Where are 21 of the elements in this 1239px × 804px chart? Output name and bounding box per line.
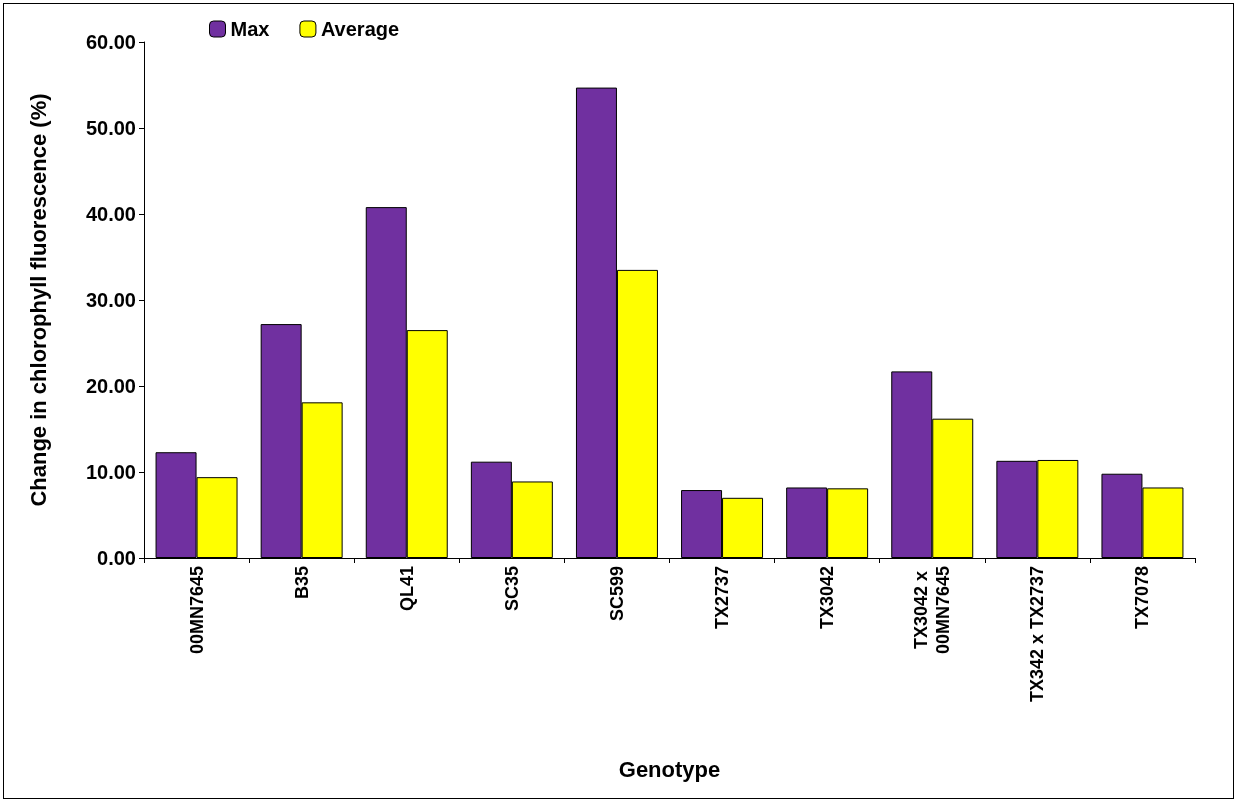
x-tick-label: SC599: [606, 566, 627, 622]
y-tick-label: 50.00: [85, 117, 136, 139]
y-tick-label: 30.00: [85, 289, 136, 311]
x-tick-label: B35: [291, 566, 312, 600]
x-tick-label: TX3042 x 00MN7645: [911, 566, 954, 655]
y-tick-label: 10.00: [85, 461, 136, 483]
legend-label: Max: [230, 18, 270, 40]
legend-label: Average: [320, 18, 400, 40]
x-tick-label: TX3042: [817, 566, 838, 630]
x-tick-label: TX7078: [1132, 566, 1153, 630]
y-tick-label: 20.00: [85, 375, 136, 397]
x-tick-label: TX2737: [712, 566, 733, 630]
x-axis-title: Genotype: [618, 756, 721, 782]
x-tick-label: SC35: [501, 566, 522, 612]
x-tick-label: 00MN7645: [186, 566, 207, 655]
y-tick-label: 60.00: [85, 31, 136, 53]
y-axis-title: Change in chlorophyll fluorescence (%): [25, 93, 51, 507]
y-tick-label: 40.00: [85, 203, 136, 225]
x-tick-label: QL41: [396, 566, 417, 612]
x-tick-label: TX342 x TX2737: [1027, 566, 1048, 703]
y-tick-label: 0.00: [97, 547, 136, 569]
